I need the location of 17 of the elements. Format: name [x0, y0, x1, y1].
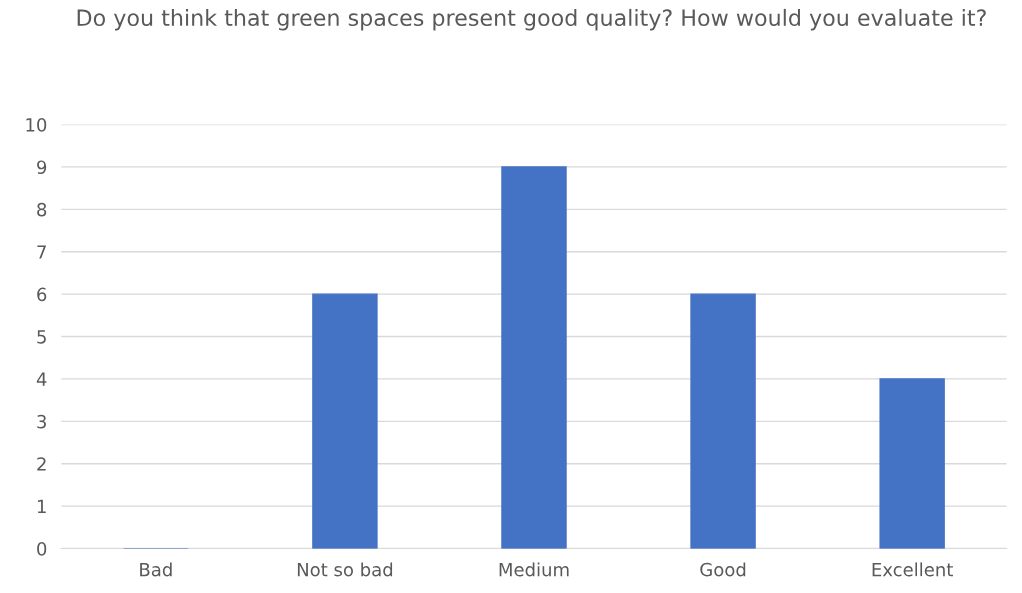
- y-tick-label: 6: [37, 287, 47, 302]
- y-tick-label: 4: [36, 372, 47, 386]
- x-tick-label: Good: [700, 562, 746, 577]
- y-tick-label: 0: [37, 541, 47, 556]
- x-tick-label: Medium: [499, 562, 569, 577]
- y-tick-label: 2: [37, 457, 46, 471]
- y-tick-label: 1: [37, 499, 46, 513]
- y-tick-label: 7: [37, 245, 46, 259]
- y-tick-label: 8: [37, 202, 47, 217]
- x-tick-label: Excellent: [872, 562, 953, 577]
- chart-title: Do you think that green spaces present good quality? How would you evaluate it?: [77, 8, 986, 31]
- y-tick-label: 10: [26, 117, 47, 132]
- y-tick-label: 5: [37, 330, 46, 344]
- y-tick-label: 9: [37, 160, 47, 175]
- y-tick-label: 3: [37, 414, 46, 429]
- x-tick-label: Bad: [140, 562, 172, 577]
- x-tick-label: Not so bad: [297, 562, 393, 577]
